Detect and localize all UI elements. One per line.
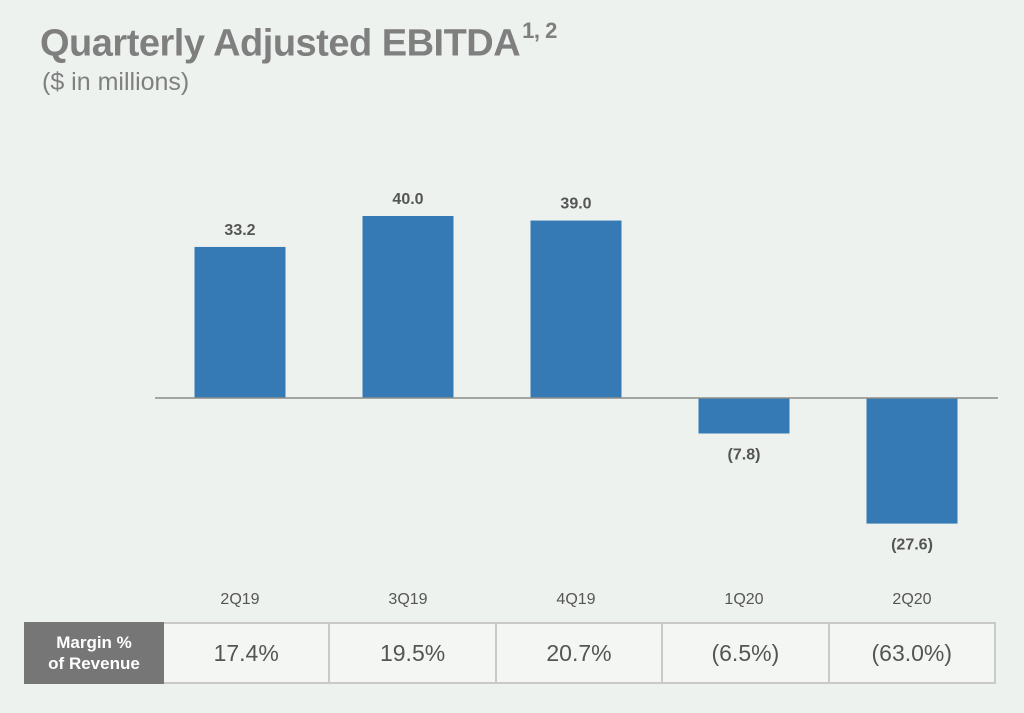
data-label-2q19: 33.2 — [224, 222, 255, 239]
data-label-3q19: 40.0 — [392, 191, 423, 208]
category-label-4q19: 4Q19 — [556, 591, 595, 608]
chart-subtitle: ($ in millions) — [42, 68, 190, 96]
bar-4q19 — [530, 220, 622, 398]
category-label-1q20: 1Q20 — [724, 591, 763, 608]
margin-header-cell: Margin % of Revenue — [24, 622, 164, 684]
margin-cell-3q19: 19.5% — [328, 622, 497, 684]
category-label-3q19: 3Q19 — [388, 591, 427, 608]
bar-2q20 — [866, 398, 958, 524]
data-label-4q19: 39.0 — [560, 196, 591, 213]
margin-cell-4q19: 20.7% — [494, 622, 664, 684]
bar-1q20 — [698, 398, 790, 434]
chart-title: Quarterly Adjusted EBITDA1, 2 — [40, 18, 557, 66]
data-label-2q20: (27.6) — [891, 537, 933, 554]
margin-cell-2q19: 17.4% — [161, 622, 331, 684]
bar-2q19 — [194, 246, 286, 398]
data-label-1q20: (7.8) — [728, 446, 761, 463]
margin-cell-2q20: (63.0%) — [827, 622, 997, 684]
category-label-2q19: 2Q19 — [220, 591, 259, 608]
chart-title-text: Quarterly Adjusted EBITDA — [40, 22, 521, 65]
margin-cell-1q20: (6.5%) — [661, 622, 830, 684]
category-label-2q20: 2Q20 — [892, 591, 931, 608]
margin-row: Margin % of Revenue 17.4% 19.5% 20.7% (6… — [24, 622, 997, 684]
margin-of-revenue-table: Margin % of Revenue 17.4% 19.5% 20.7% (6… — [24, 622, 997, 684]
bar-3q19 — [362, 216, 454, 398]
title-footnote-superscript: 1, 2 — [522, 18, 557, 43]
margin-header-line1: Margin % — [56, 633, 132, 652]
margin-header-line2: of Revenue — [48, 654, 140, 673]
ebitda-bar-chart: 33.2 2Q19 40.0 3Q19 39.0 4Q19 (7.8) 1Q20 (27.6) 2… — [155, 191, 998, 608]
